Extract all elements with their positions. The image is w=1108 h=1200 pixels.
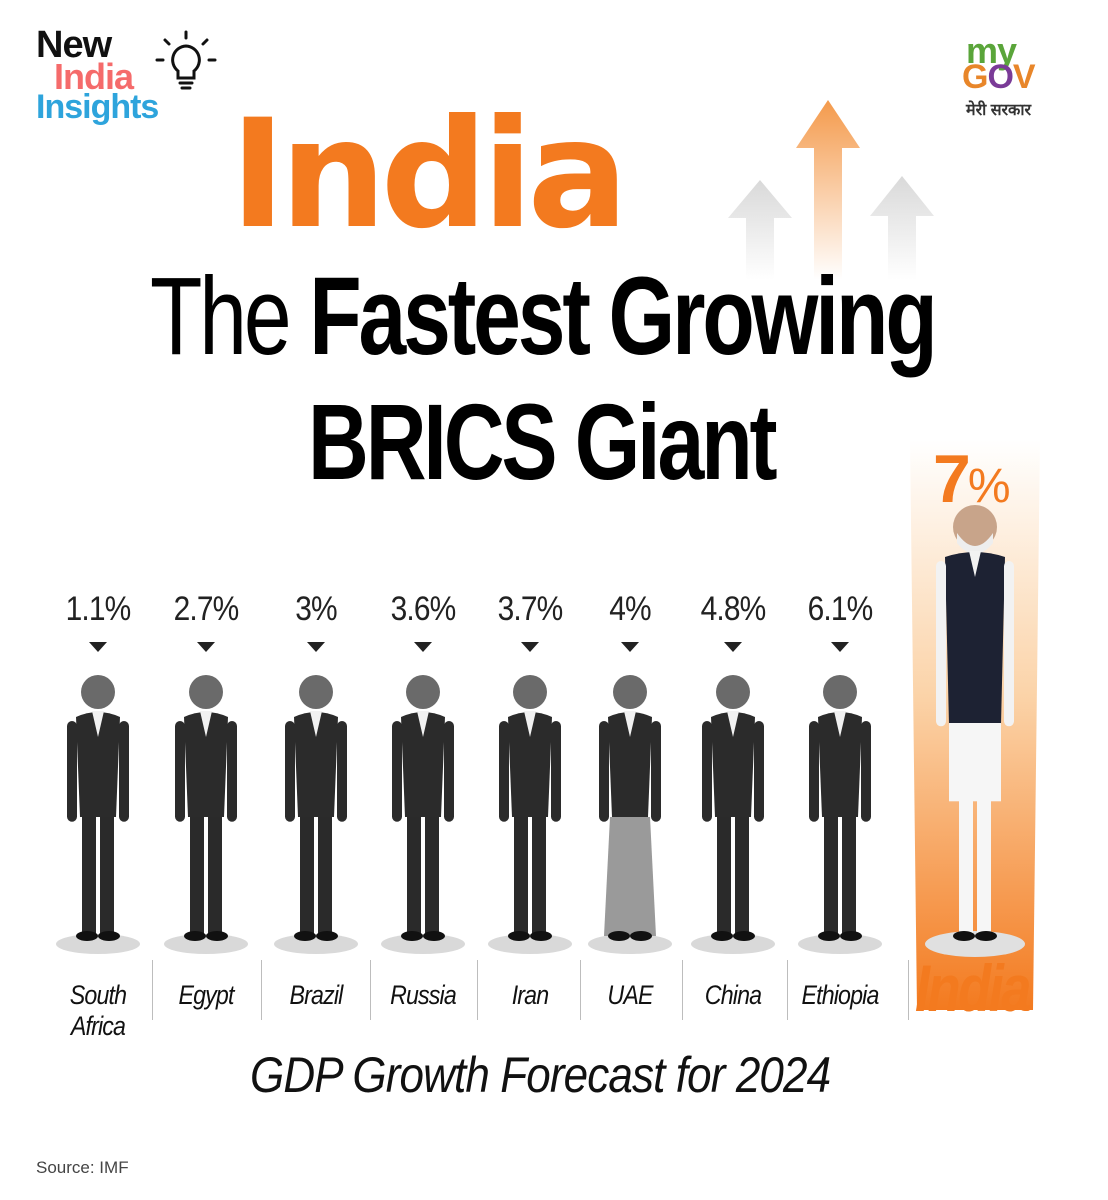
leader-figure (67, 675, 129, 941)
india-value-label: 7% (933, 441, 1010, 517)
mygov-hindi-tagline: मेरी सरकार (966, 102, 1032, 119)
india-leader-figure (936, 505, 1014, 941)
gdp-growth-chart: 1.1% South Africa 2.7% Egypt 3% Brazil 3.6% Rus… (0, 420, 1108, 1041)
new-india-insights-logo: New India Insights (36, 24, 236, 134)
country-label: Egypt (178, 980, 234, 1010)
value-label: 3% (295, 590, 337, 628)
leader-figure (599, 675, 661, 941)
value-marker-icon (724, 642, 742, 652)
value-marker-icon (307, 642, 325, 652)
country-label: Brazil (289, 980, 344, 1010)
figure-shadow (164, 934, 248, 954)
column-divider (580, 960, 581, 1020)
column-divider (907, 960, 909, 1020)
column-divider (786, 960, 788, 1020)
country-label: China (704, 980, 762, 1010)
figure-shadow (381, 934, 465, 954)
column-divider (681, 960, 683, 1020)
country-label: UAE (607, 980, 653, 1010)
headline-fastest-growing: Fastest Growing (309, 255, 938, 378)
headline-the-fastest-growing: The Fastest Growing (150, 262, 938, 372)
country-label: Ethiopia (801, 980, 879, 1010)
value-marker-icon (521, 642, 539, 652)
figure-shadow (798, 934, 882, 954)
value-marker-icon (621, 642, 639, 652)
leader-figure (285, 675, 347, 941)
leader-figure (175, 675, 237, 941)
mygov-logo: my GOV मेरी सरकार (952, 30, 1072, 120)
value-label: 3.7% (497, 590, 564, 628)
growth-arrows-icon (728, 100, 934, 280)
value-label: 2.7% (173, 590, 240, 628)
leader-figure (702, 675, 764, 941)
india-country-label: India (915, 951, 1031, 1025)
lightbulb-icon (155, 30, 217, 90)
value-label: 1.1% (65, 590, 132, 628)
chart-figures (56, 440, 1040, 1010)
leader-figure (392, 675, 454, 941)
mygov-my: my (966, 30, 1017, 71)
chart-caption: GDP Growth Forecast for 2024 (250, 1047, 831, 1103)
country-label: Russia (390, 980, 457, 1010)
column-divider (369, 960, 371, 1020)
value-label: 3.6% (390, 590, 457, 628)
value-marker-icon (414, 642, 432, 652)
value-label: 4.8% (700, 590, 767, 628)
headline-brics-giant: BRICS Giant (308, 381, 778, 502)
source-note: Source: IMF (36, 1158, 129, 1177)
leader-figure (499, 675, 561, 941)
brand-line-2: India (54, 56, 134, 97)
value-marker-icon (831, 642, 849, 652)
value-marker-icon (197, 642, 215, 652)
figure-shadow (56, 934, 140, 954)
country-label: South Africa (69, 980, 127, 1041)
column-divider (152, 960, 153, 1020)
figure-shadow (274, 934, 358, 954)
leader-figure (809, 675, 871, 941)
figure-shadow (691, 934, 775, 954)
figure-shadow (488, 934, 572, 954)
brand-line-1: New (36, 24, 112, 66)
value-label: 6.1% (807, 590, 874, 628)
mygov-gov: GOV (962, 58, 1036, 96)
headline-the: The (150, 255, 292, 378)
country-label: Iran (511, 980, 549, 1010)
figure-shadow (925, 931, 1025, 957)
column-divider (476, 960, 478, 1020)
headline-india: India (230, 88, 629, 262)
value-marker-icon (89, 642, 107, 652)
figure-shadow (588, 934, 672, 954)
brand-line-3: Insights (36, 88, 159, 126)
column-divider (261, 960, 262, 1020)
value-label: 4% (609, 590, 651, 628)
